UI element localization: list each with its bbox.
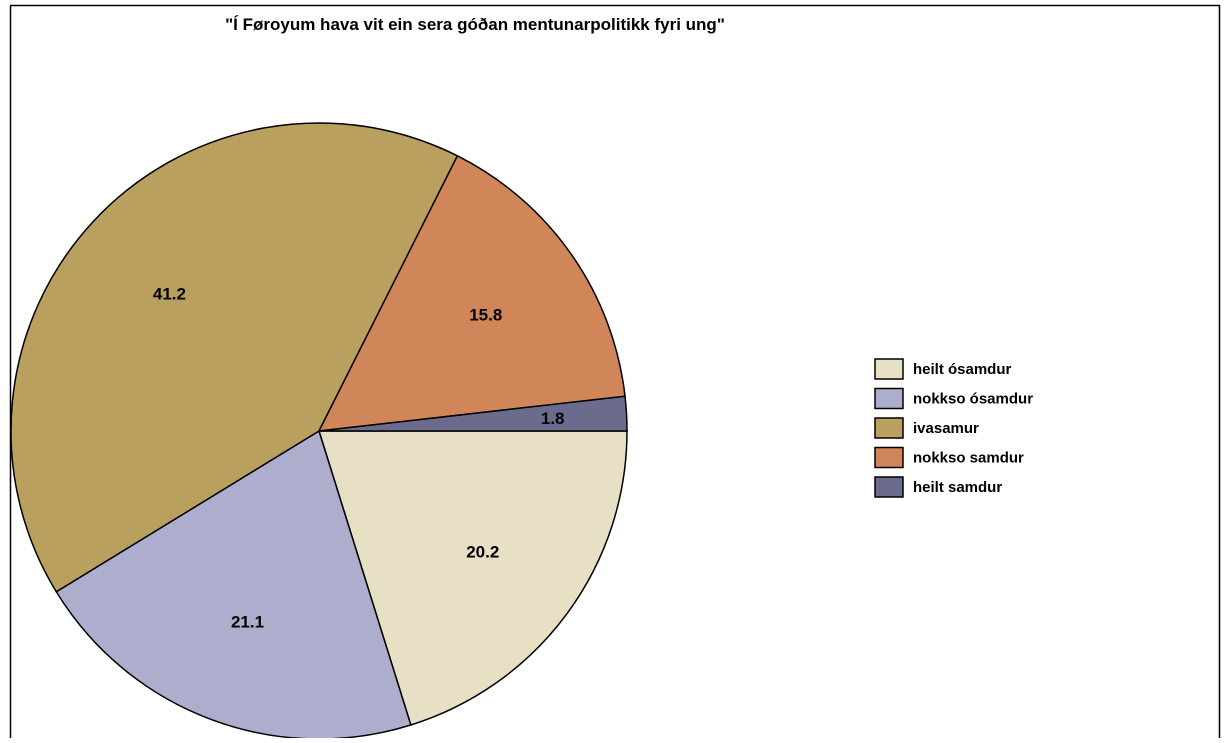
chart-legend: heilt ósamdur nokkso ósamdur ivasamur nokks… [874, 358, 1033, 498]
slice-value-label: 20.2 [466, 542, 499, 561]
legend-label-ivasamur: ivasamur [913, 420, 979, 437]
pie-slice-heilt-samdur [318, 395, 628, 432]
pie-slice-nokkso-osamdur [55, 429, 412, 740]
chart-title: "Í Føroyum hava vit ein sera góðan mentu… [225, 15, 725, 34]
pie-slices [10, 122, 628, 740]
slice-value-label: 1.8 [541, 409, 565, 428]
legend-label-nokkso-osamdur: nokkso ósamdur [913, 391, 1033, 408]
legend-label-heilt-samdur: heilt samdur [913, 479, 1002, 496]
legend-swatch-ivasamur [874, 417, 904, 439]
pie-slice-nokkso-samdur [317, 154, 626, 432]
legend-label-nokkso-samdur: nokkso samdur [913, 450, 1024, 467]
legend-label-heilt-osamdur: heilt ósamdur [913, 361, 1012, 378]
legend-swatch-nokkso-samdur [874, 446, 904, 469]
pie-slice-heilt-osamdur [317, 430, 628, 726]
pie-slice-ivasamur [10, 122, 459, 593]
slice-value-label: 41.2 [153, 284, 186, 303]
slice-value-label: 21.1 [231, 612, 264, 631]
legend-swatch-nokkso-osamdur [874, 387, 904, 410]
legend-swatch-heilt-samdur [874, 476, 904, 498]
pie-slice-labels: 20.2 21.1 41.2 15.8 1.8 [153, 284, 565, 631]
slice-value-label: 15.8 [469, 306, 502, 325]
legend-swatch-heilt-osamdur [874, 358, 904, 380]
